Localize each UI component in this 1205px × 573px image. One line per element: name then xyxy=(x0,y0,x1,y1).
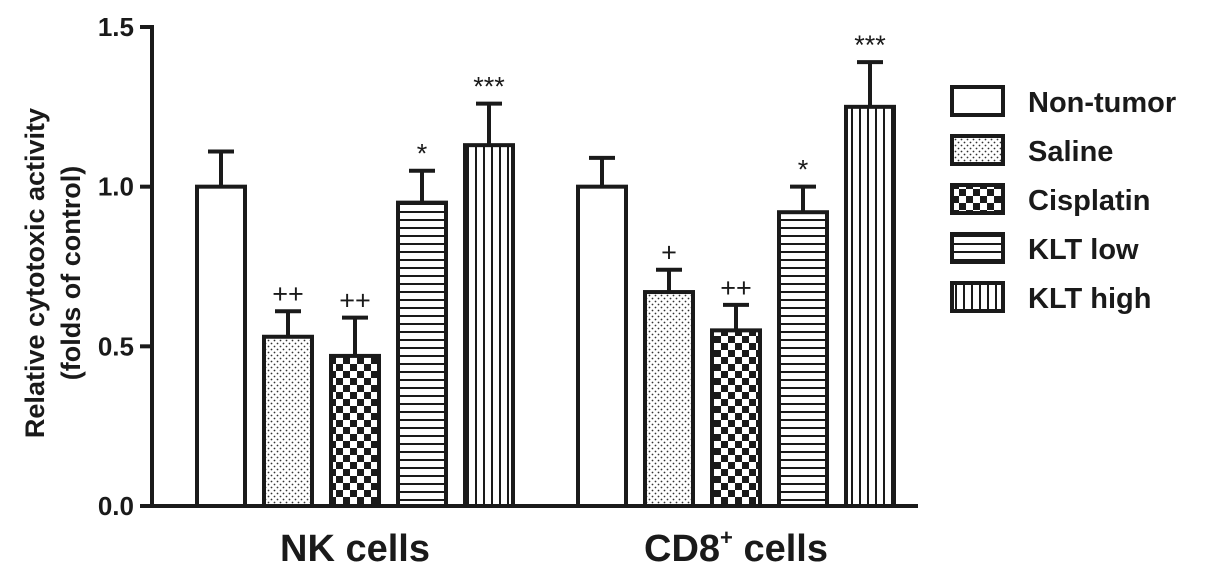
legend-label: KLT low xyxy=(1028,234,1139,266)
legend-swatch xyxy=(950,232,1005,264)
legend-swatch xyxy=(950,183,1005,215)
y-tick-label: 0.0 xyxy=(98,491,134,521)
legend-swatch xyxy=(950,134,1005,166)
y-tick-label: 0.5 xyxy=(98,331,134,361)
y-ticks: 0.0 0.5 1.0 1.5 xyxy=(98,12,152,521)
legend-swatch xyxy=(950,281,1005,313)
x-tick-label: CD8+ cells xyxy=(644,525,828,570)
bar xyxy=(643,290,695,508)
bars: +++++ ++******** xyxy=(195,30,896,509)
significance-label: ++ xyxy=(272,279,304,309)
x-tick-label: NK cells xyxy=(280,528,430,570)
significance-label: + xyxy=(661,238,677,268)
bar xyxy=(777,210,829,508)
legend-label: Saline xyxy=(1028,136,1113,168)
legend-label: Non-tumor xyxy=(1028,87,1176,119)
y-axis-subtitle: (folds of control) xyxy=(56,166,86,380)
bar xyxy=(463,143,515,509)
y-tick-label: 1.0 xyxy=(98,172,134,202)
bar xyxy=(329,353,381,508)
significance-label: *** xyxy=(854,30,886,60)
bar xyxy=(844,104,896,508)
bar xyxy=(710,328,762,508)
legend: Non-tumor Saline Cisplatin KLT low KLT high xyxy=(950,85,1176,315)
x-tick-labels: NK cells CD8+ cells xyxy=(280,525,828,570)
significance-label: * xyxy=(798,155,809,185)
y-axis-title: Relative cytotoxic activity xyxy=(20,108,50,438)
legend-label: KLT high xyxy=(1028,283,1151,315)
significance-label: * xyxy=(417,139,428,169)
legend-label: Cisplatin xyxy=(1028,185,1150,217)
bar xyxy=(396,200,448,508)
bar xyxy=(576,184,628,509)
bar xyxy=(262,334,314,508)
y-tick-label: 1.5 xyxy=(98,12,134,42)
bar xyxy=(195,184,247,509)
significance-label: *** xyxy=(473,72,505,102)
significance-label: ++ xyxy=(339,286,371,316)
legend-swatch xyxy=(950,85,1005,117)
significance-label: ++ xyxy=(720,273,752,303)
